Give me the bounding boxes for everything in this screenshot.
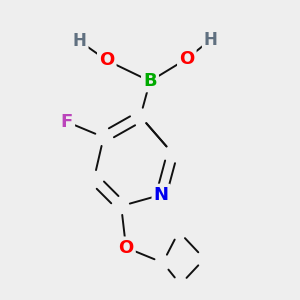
Text: H: H bbox=[73, 32, 86, 50]
Text: O: O bbox=[179, 50, 194, 68]
Text: O: O bbox=[99, 51, 114, 69]
Text: H: H bbox=[204, 31, 218, 49]
Text: B: B bbox=[143, 72, 157, 90]
Text: N: N bbox=[154, 186, 169, 204]
Text: O: O bbox=[118, 238, 134, 256]
Text: F: F bbox=[61, 113, 73, 131]
